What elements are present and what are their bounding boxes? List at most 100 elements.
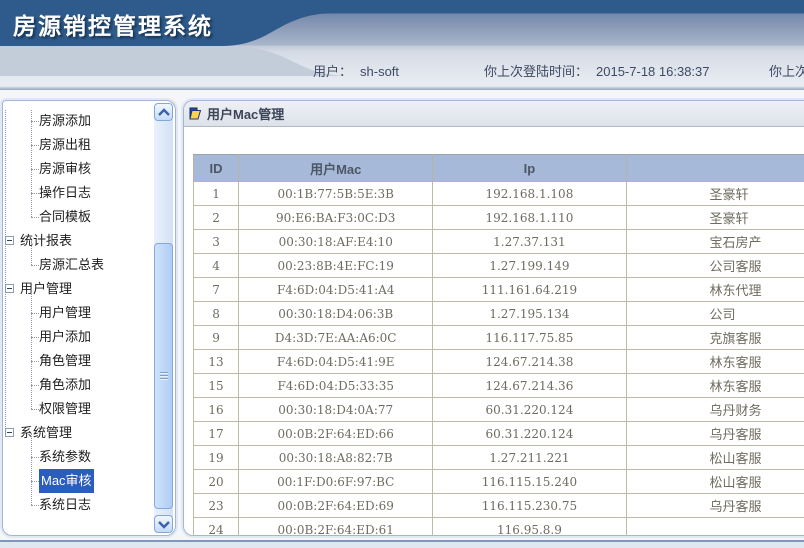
table-cell-mac: 00:0B:2F:64:ED:69: [238, 493, 434, 518]
table-cell-note: 圣豪轩: [625, 205, 804, 230]
table-row: 19 00:30:18:A8:82:7B 1.27.211.221 松山客服: [192, 445, 804, 470]
tree-branch-line: [31, 313, 39, 314]
scroll-down-button[interactable]: [154, 515, 173, 533]
sidebar-item-房源汇总表[interactable]: 房源汇总表: [3, 253, 153, 277]
column-header-id: ID: [192, 154, 240, 182]
table-row: 17 00:0B:2F:64:ED:66 60.31.220.124 乌丹客服: [192, 421, 804, 446]
sidebar-item-合同模板[interactable]: 合同模板: [3, 205, 153, 229]
tree-branch-line: [31, 505, 39, 506]
collapse-minus-icon[interactable]: [5, 428, 14, 437]
table-cell-ip: 192.168.1.110: [432, 205, 627, 230]
chevron-down-icon: [158, 521, 170, 529]
sidebar-item-label: 房源添加: [39, 113, 92, 128]
table-cell-mac: 00:30:18:AF:E4:10: [238, 229, 434, 254]
table-cell-mac: 00:1B:77:5B:5E:3B: [238, 181, 434, 206]
sidebar-item-房源添加[interactable]: 房源添加: [3, 109, 153, 133]
table-cell-id: 7: [192, 277, 240, 302]
tree-branch-line: [31, 481, 39, 482]
folder-icon: [189, 107, 202, 119]
app-title: 房源销控管理系统: [13, 13, 213, 39]
table-cell-note: 公司: [625, 301, 804, 326]
table-cell-note: 克旗客服: [625, 325, 804, 350]
sidebar-item-角色管理[interactable]: 角色管理: [3, 349, 153, 373]
sidebar-item-label: 合同模板: [39, 209, 92, 224]
table-cell-id: 24: [192, 517, 240, 535]
chevron-up-icon: [158, 108, 170, 116]
table-cell-id: 2: [192, 205, 240, 230]
table-cell-note: 林东客服: [625, 373, 804, 398]
tree-branch-line: [31, 145, 39, 146]
column-header-mac: 用户Mac: [238, 154, 434, 182]
table-row: 9 D4:3D:7E:AA:A6:0C 116.117.75.85 克旗客服: [192, 325, 804, 350]
table-row: 7 F4:6D:04:D5:41:A4 111.161.64.219 林东代理: [192, 277, 804, 302]
scroll-up-button[interactable]: [154, 103, 173, 121]
scrollbar-thumb[interactable]: [154, 243, 173, 509]
table-row: 15 F4:6D:04:D5:33:35 124.67.214.36 林东客服: [192, 373, 804, 398]
tree-branch-line: [31, 337, 39, 338]
table-cell-id: 23: [192, 493, 240, 518]
sidebar-item-label: 房源审核: [39, 161, 92, 176]
tree-branch-line: [31, 409, 39, 410]
sidebar-item-系统参数[interactable]: 系统参数: [3, 445, 153, 469]
sidebar-item-用户管理[interactable]: 用户管理: [3, 301, 153, 325]
tree-group-line: [31, 109, 32, 217]
sidebar-item-系统日志[interactable]: 系统日志: [3, 493, 153, 517]
table-row: 16 00:30:18:D4:0A:77 60.31.220.124 乌丹财务: [192, 397, 804, 422]
sidebar-item-label: 操作日志: [39, 185, 92, 200]
table-cell-mac: 00:0B:2F:64:ED:66: [238, 421, 434, 446]
table-cell-mac: D4:3D:7E:AA:A6:0C: [238, 325, 434, 350]
sidebar-item-操作日志[interactable]: 操作日志: [3, 181, 153, 205]
table-cell-note: 林东代理: [625, 277, 804, 302]
sidebar-item-label: 系统管理: [20, 425, 73, 440]
sidebar-item-label: Mac审核: [39, 469, 94, 493]
mac-table: ID 用户Mac Ip 1 00:1B:77:5B:5E:3B 192.168.1.…: [192, 154, 804, 535]
sidebar-item-用户添加[interactable]: 用户添加: [3, 325, 153, 349]
table-cell-id: 8: [192, 301, 240, 326]
sidebar-item-权限管理[interactable]: 权限管理: [3, 397, 153, 421]
table-cell-id: 3: [192, 229, 240, 254]
table-cell-mac: F4:6D:04:D5:41:A4: [238, 277, 434, 302]
table-cell-ip: 1.27.195.134: [432, 301, 627, 326]
sidebar-item-用户管理[interactable]: 用户管理: [3, 277, 153, 301]
table-cell-id: 4: [192, 253, 240, 278]
sidebar-item-统计报表[interactable]: 统计报表: [3, 229, 153, 253]
table-cell-ip: 124.67.214.38: [432, 349, 627, 374]
table-cell-note: 乌丹财务: [625, 397, 804, 422]
user-label: 用户：: [313, 64, 353, 79]
sidebar-item-角色添加[interactable]: 角色添加: [3, 373, 153, 397]
sidebar-item-系统管理[interactable]: 系统管理: [3, 421, 153, 445]
user-value: sh-soft: [360, 64, 400, 79]
table-cell-ip: 116.115.230.75: [432, 493, 627, 518]
table-row: 2 90:E6:BA:F3:0C:D3 192.168.1.110 圣豪轩: [192, 205, 804, 230]
sidebar-item-房源审核[interactable]: 房源审核: [3, 157, 153, 181]
sidebar-item-label: 角色添加: [39, 377, 92, 392]
table-cell-mac: 00:0B:2F:64:ED:61: [238, 517, 434, 535]
table-cell-mac: 00:30:18:A8:82:7B: [238, 445, 434, 470]
collapse-minus-icon[interactable]: [5, 284, 14, 293]
sidebar-item-Mac审核[interactable]: Mac审核: [3, 469, 153, 493]
table-cell-ip: 60.31.220.124: [432, 397, 627, 422]
footer-divider: [0, 540, 804, 542]
table-cell-note: 圣豪轩: [625, 181, 804, 206]
table-cell-ip: 116.115.15.240: [432, 469, 627, 494]
table-cell-mac: 90:E6:BA:F3:0C:D3: [238, 205, 434, 230]
app-header: 房源销控管理系统 用户： sh-soft 你上次登陆时间： 2015-7-18 16…: [0, 0, 804, 90]
table-cell-mac: 00:1F:D0:6F:97:BC: [238, 469, 434, 494]
topbar-user: 用户： sh-soft: [313, 61, 399, 80]
sidebar-scrollbar[interactable]: [154, 103, 173, 533]
last-login-value: 2015-7-18 16:38:37: [596, 64, 710, 79]
table-cell-note: 乌丹客服: [625, 493, 804, 518]
sidebar-item-label: 角色管理: [39, 353, 92, 368]
sidebar-item-房源出租[interactable]: 房源出租: [3, 133, 153, 157]
topbar-clipped-text: 你上次: [769, 64, 804, 79]
table-row: 13 F4:6D:04:D5:41:9E 124.67.214.38 林东客服: [192, 349, 804, 374]
sidebar-item-label: 系统参数: [39, 449, 92, 464]
collapse-minus-icon[interactable]: [5, 236, 14, 245]
sidebar-item-label: 用户管理: [20, 281, 73, 296]
table-cell-id: 19: [192, 445, 240, 470]
table-cell-mac: 00:30:18:D4:06:3B: [238, 301, 434, 326]
sidebar-item-label: 统计报表: [20, 233, 73, 248]
table-cell-ip: 116.95.8.9: [432, 517, 627, 535]
column-header-note: [625, 154, 804, 182]
sidebar-item-label: 系统日志: [39, 497, 92, 512]
